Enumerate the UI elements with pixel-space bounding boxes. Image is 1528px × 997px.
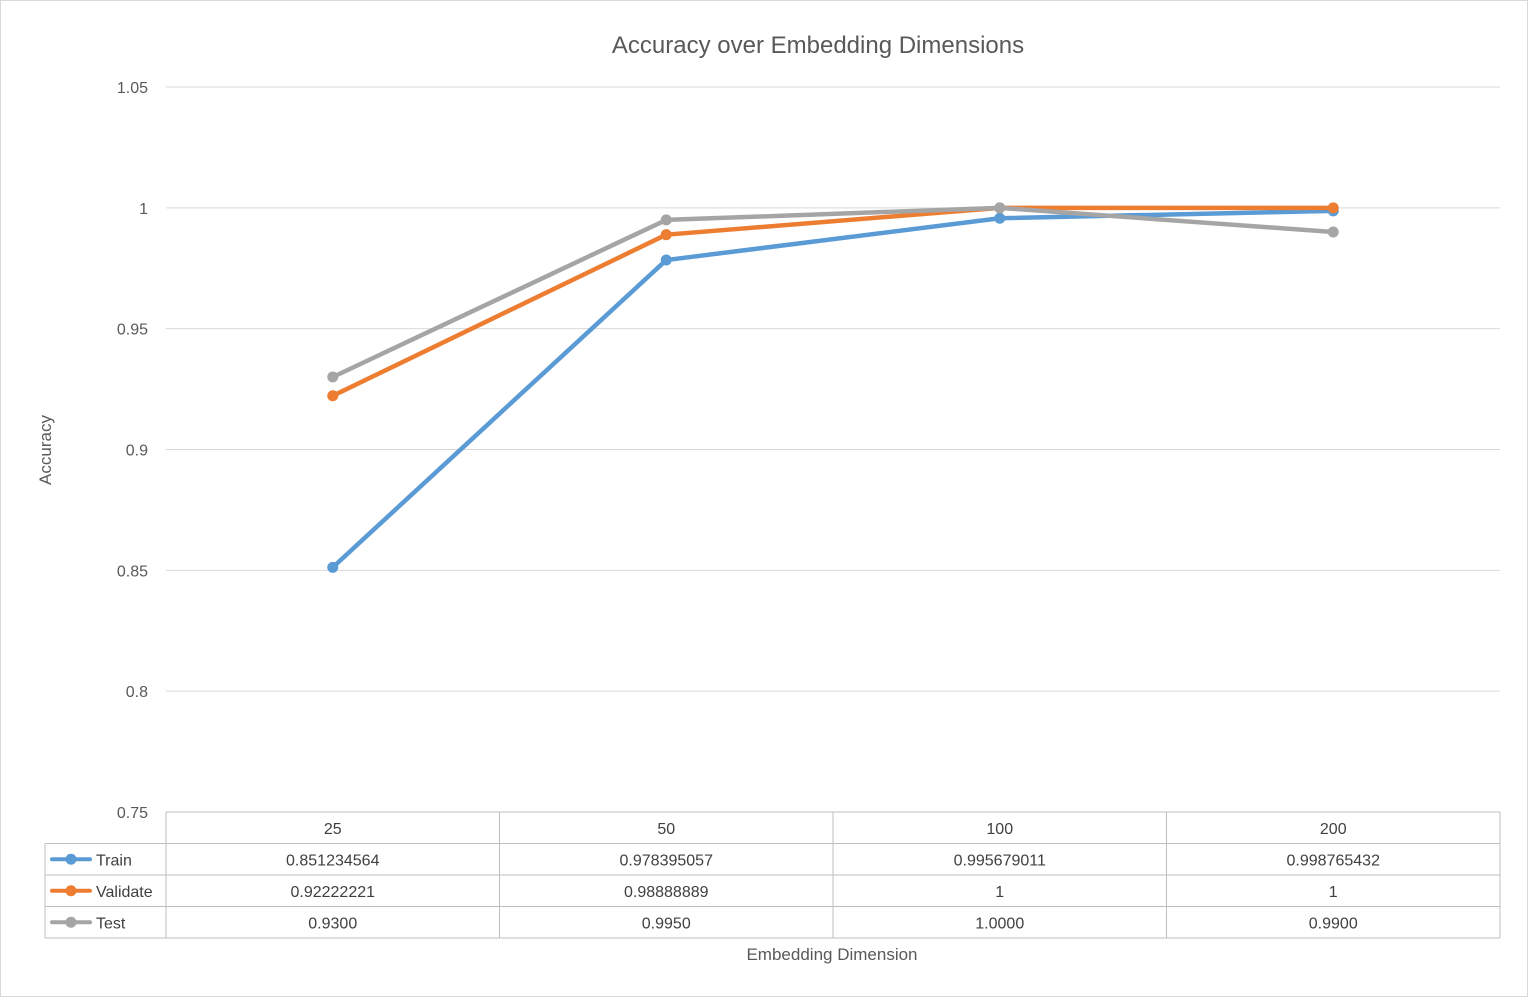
x-axis-title: Embedding Dimension	[746, 945, 917, 964]
chart-title: Accuracy over Embedding Dimensions	[612, 32, 1024, 59]
data-point-validate	[1327, 202, 1339, 214]
x-tick-label: 100	[986, 821, 1013, 838]
y-tick-label: 1.05	[117, 80, 148, 97]
data-point-test	[1327, 226, 1339, 238]
data-point-validate	[327, 390, 339, 402]
table-cell: 1.0000	[975, 915, 1024, 932]
y-axis-ticks: 0.75 0.8 0.85 0.9 0.95 1 1.05	[117, 80, 148, 822]
x-tick-label: 25	[324, 821, 342, 838]
data-point-validate	[660, 229, 672, 241]
y-tick-label: 1	[139, 201, 148, 218]
table-cell: 0.995679011	[954, 852, 1046, 869]
data-point-train	[660, 254, 672, 266]
table-cell: 1	[1329, 884, 1338, 901]
table-cell: 0.9950	[642, 915, 691, 932]
series-lines	[327, 202, 1339, 573]
y-tick-label: 0.85	[117, 563, 148, 580]
data-point-test	[660, 214, 672, 226]
data-table: 25 50 100 200 Train 0.851234564 0.978395057 0.9…	[44, 811, 1501, 939]
x-tick-label: 200	[1320, 821, 1347, 838]
gridlines	[166, 86, 1500, 692]
table-cell: 0.9900	[1309, 915, 1358, 932]
series-line-train	[330, 208, 1336, 570]
data-point-train	[327, 561, 339, 573]
y-tick-label: 0.9	[126, 443, 148, 460]
x-tick-label: 50	[657, 821, 675, 838]
data-point-test	[327, 371, 339, 383]
legend-label: Test	[96, 915, 126, 932]
y-tick-label: 0.95	[117, 322, 148, 339]
table-cell: 0.98888889	[624, 884, 709, 901]
legend-marker-train	[65, 853, 77, 865]
data-point-test	[994, 202, 1006, 214]
y-axis-title: Accuracy	[36, 415, 55, 485]
data-point-train	[994, 212, 1006, 224]
y-tick-label: 0.8	[126, 684, 148, 701]
series-line-validate	[330, 205, 1336, 399]
table-cell: 0.978395057	[620, 852, 714, 869]
table-cell: 0.92222221	[290, 884, 375, 901]
table-cell: 0.9300	[308, 915, 357, 932]
y-tick-label: 0.75	[117, 805, 148, 822]
legend-label: Train	[96, 852, 132, 869]
table-cell: 0.851234564	[286, 852, 380, 869]
legend-marker-validate	[65, 885, 77, 897]
table-cell: 0.998765432	[1287, 852, 1381, 869]
legend-marker-test	[65, 916, 77, 928]
series-line-test	[330, 205, 1336, 380]
legend-label: Validate	[96, 884, 153, 901]
table-cell: 1	[995, 884, 1004, 901]
